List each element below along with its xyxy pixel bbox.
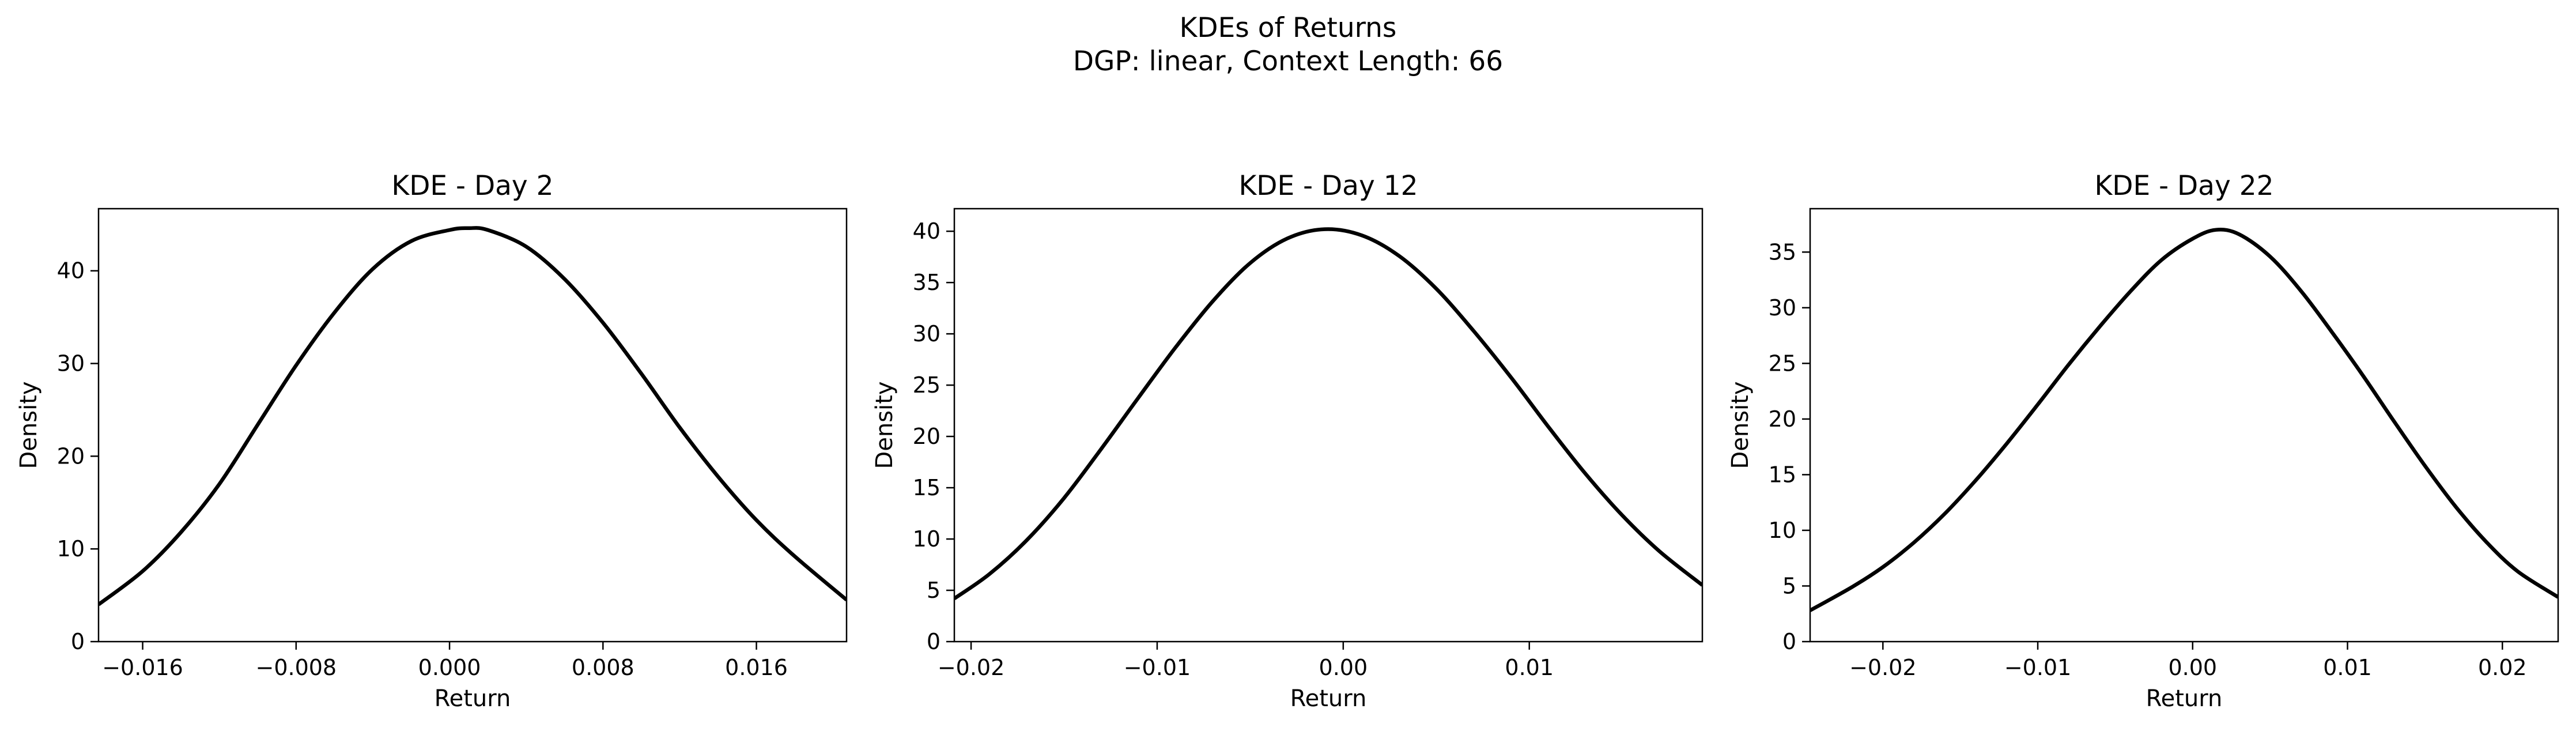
- panel-3-xlabel: Return: [2146, 685, 2223, 712]
- panel-1-ylabel: Density: [16, 381, 42, 469]
- panel-3-ytick-label: 10: [1769, 518, 1796, 543]
- figure-title-line-2: DGP: linear, Context Length: 66: [1073, 46, 1503, 77]
- panel-1-ytick-label: 30: [57, 351, 85, 376]
- panel-3-ylabel: Density: [1727, 381, 1754, 469]
- panel-3-ytick-label: 15: [1769, 462, 1796, 487]
- panel-2-ytick-label: 40: [913, 218, 940, 244]
- panel-1-title: KDE - Day 2: [391, 170, 553, 202]
- panel-3-xtick-label: 0.01: [2323, 655, 2372, 680]
- panel-2-ytick-label: 20: [913, 424, 940, 449]
- panel-1-xtick-label: 0.000: [418, 655, 481, 680]
- panel-2-ytick-label: 15: [913, 475, 940, 500]
- panel-3-xtick-label: 0.02: [2478, 655, 2527, 680]
- panel-2-ytick-label: 30: [913, 321, 940, 346]
- panel-2-ylabel: Density: [871, 381, 898, 469]
- panel-3-ytick-label: 0: [1782, 629, 1796, 654]
- panel-1-ytick-label: 0: [71, 629, 85, 654]
- panel-3-ytick-label: 25: [1769, 350, 1796, 376]
- panel-3-xtick-label: −0.01: [2004, 655, 2071, 680]
- panel-1-xtick-label: 0.008: [572, 655, 634, 680]
- figure-title-line-1: KDEs of Returns: [1180, 12, 1397, 44]
- panel-2-xtick-label: −0.01: [1124, 655, 1191, 680]
- kde-panel-2: KDE - Day 12 −0.02 −0.01 0.00 0.01 0 5 10 15 20 25…: [871, 170, 1704, 712]
- panel-2-ytick-label: 0: [927, 629, 940, 654]
- panel-2-ytick-label: 25: [913, 372, 940, 398]
- panel-2-kde-line: [954, 227, 1702, 600]
- panel-3-ytick-label: 20: [1769, 406, 1796, 432]
- panel-1-xtick-label: 0.016: [725, 655, 788, 680]
- panel-3-kde-line: [1810, 228, 2558, 612]
- panel-3-ytick-label: 30: [1769, 295, 1796, 321]
- panel-1-xtick-label: −0.016: [102, 655, 183, 680]
- panel-1-ytick-label: 40: [57, 258, 85, 284]
- kde-panels: KDE - Day 2−0.016 −0.008 0.000 0.008 0.01601…: [16, 170, 2559, 712]
- panel-2-frame: [953, 208, 1704, 643]
- panel-1-ytick-label: 20: [57, 443, 85, 469]
- kde-panel-1: KDE - Day 2 −0.016 −0.008 0.000 0.008 0.016 0 1…: [16, 170, 848, 712]
- panel-1-ytick-label: 10: [57, 536, 85, 561]
- panel-2-ytick-label: 5: [927, 578, 940, 603]
- panel-2-xtick-label: 0.01: [1505, 655, 1554, 680]
- panel-1-frame: [97, 208, 848, 643]
- panel-3-ytick-label: 35: [1769, 239, 1796, 265]
- panel-3-frame: [1809, 208, 2559, 643]
- kde-panel-3: KDE - Day 22 −0.02 −0.01 0.00 0.01 0.02 0 5 10 15…: [1727, 170, 2559, 712]
- panel-3-title: KDE - Day 22: [2094, 170, 2273, 202]
- panel-3-xtick-label: 0.00: [2168, 655, 2217, 680]
- panel-2-ytick-label: 10: [913, 526, 940, 552]
- panel-2-xlabel: Return: [1290, 685, 1367, 712]
- panel-2-ytick-label: 35: [913, 270, 940, 295]
- panel-3-ytick-label: 5: [1782, 573, 1796, 598]
- panel-2-title: KDE - Day 12: [1238, 170, 1418, 202]
- panel-2-xtick-label: 0.00: [1319, 655, 1368, 680]
- panel-1-kde-line: [99, 226, 847, 606]
- panel-3-xtick-label: −0.02: [1849, 655, 1916, 680]
- panel-1-xlabel: Return: [435, 685, 511, 712]
- panel-1-xtick-label: −0.008: [255, 655, 337, 680]
- panel-2-xtick-label: −0.02: [938, 655, 1004, 680]
